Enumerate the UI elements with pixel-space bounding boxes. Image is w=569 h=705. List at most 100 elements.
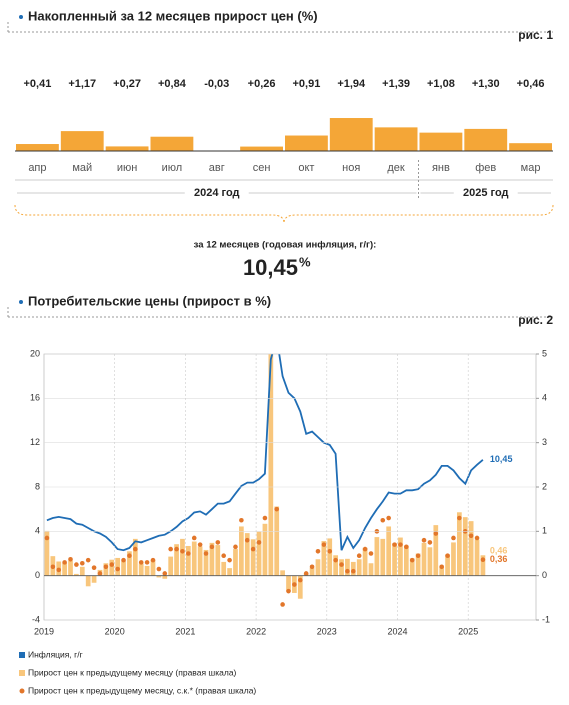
- bar: [174, 544, 179, 576]
- bar: [333, 555, 338, 576]
- bar: [256, 531, 262, 576]
- value-label: +1,30: [472, 78, 500, 90]
- value-label: +1,94: [337, 78, 366, 90]
- point: [398, 542, 403, 547]
- point: [345, 568, 350, 574]
- bar: [433, 525, 439, 576]
- bar: [74, 573, 79, 576]
- point: [79, 560, 85, 566]
- legend-swatch: [19, 670, 25, 676]
- bar: [356, 559, 362, 576]
- point: [168, 546, 173, 552]
- point: [480, 557, 486, 563]
- bar: [374, 127, 418, 151]
- header-icon: [19, 15, 23, 19]
- x-tick-label: 2022: [246, 626, 266, 636]
- bar: [451, 542, 456, 576]
- point: [457, 515, 462, 521]
- point: [191, 535, 197, 541]
- point: [333, 557, 338, 563]
- y-tick-label: 20: [30, 348, 40, 358]
- point: [85, 557, 91, 563]
- y-tick-label: 8: [35, 481, 40, 491]
- line: [46, 354, 484, 552]
- value-label: +0,26: [248, 78, 276, 90]
- point: [309, 564, 315, 570]
- bar: [403, 545, 409, 576]
- x-tick-label: 2023: [317, 626, 337, 636]
- point: [91, 565, 97, 570]
- y-tick-label: 16: [30, 393, 40, 403]
- bar: [445, 554, 450, 576]
- point: [468, 533, 474, 539]
- point: [292, 582, 297, 587]
- bar: [380, 538, 386, 576]
- point: [103, 564, 109, 570]
- y2-tick-label: 2: [542, 481, 547, 491]
- bar: [439, 566, 445, 576]
- x-tick-label: июн: [117, 162, 137, 174]
- point: [68, 556, 73, 562]
- bar: [474, 539, 480, 576]
- point: [203, 551, 209, 556]
- legend-label: Прирост цен к предыдущему месяцу, с.к.* …: [28, 685, 256, 695]
- x-tick-label: 2025: [458, 626, 478, 636]
- point: [174, 546, 179, 552]
- y2-tick-label: -1: [542, 614, 550, 624]
- point: [286, 588, 291, 594]
- y-tick-label: 4: [35, 526, 40, 536]
- bar: [415, 553, 421, 576]
- figure-label: рис. 1: [518, 28, 553, 42]
- bar: [103, 563, 109, 576]
- bar: [386, 526, 392, 576]
- point: [233, 544, 238, 550]
- point: [409, 557, 415, 563]
- bar: [239, 526, 244, 576]
- point: [327, 548, 333, 554]
- bar: [197, 546, 203, 576]
- point: [221, 553, 226, 559]
- bar: [68, 560, 73, 576]
- bar: [168, 556, 174, 576]
- bar: [509, 143, 552, 151]
- point: [427, 540, 433, 545]
- bar: [327, 538, 333, 576]
- point: [474, 535, 480, 541]
- bar: [156, 575, 162, 578]
- bar: [215, 545, 221, 576]
- point: [150, 557, 156, 563]
- bar: [297, 575, 303, 599]
- point: [256, 540, 262, 545]
- point: [351, 568, 356, 574]
- bar: [150, 136, 194, 151]
- header-rule: [7, 307, 553, 318]
- point: [380, 517, 386, 523]
- bar: [321, 541, 327, 576]
- y2-tick-label: 5: [542, 348, 547, 358]
- bar: [339, 559, 344, 576]
- point: [186, 551, 191, 556]
- legend-label: Прирост цен к предыдущему месяцу (правая…: [28, 667, 237, 677]
- bar: [350, 561, 356, 576]
- point: [127, 553, 132, 559]
- point: [269, 285, 274, 290]
- point: [451, 535, 456, 541]
- point: [197, 542, 203, 547]
- header-icon: [19, 300, 23, 304]
- bar: [138, 563, 144, 576]
- bar: [468, 521, 474, 576]
- point: [297, 577, 303, 583]
- point: [262, 515, 268, 521]
- x-tick-label: авг: [209, 162, 225, 174]
- x-tick-label: 2021: [175, 626, 195, 636]
- bar: [91, 575, 97, 583]
- bar: [79, 566, 85, 576]
- bar: [409, 558, 415, 576]
- bar: [368, 563, 374, 576]
- bar: [329, 118, 373, 151]
- point: [368, 551, 374, 556]
- y-tick-label: 0: [35, 570, 40, 580]
- point: [244, 537, 250, 543]
- value-label: 0,36: [490, 554, 508, 564]
- point: [421, 537, 427, 543]
